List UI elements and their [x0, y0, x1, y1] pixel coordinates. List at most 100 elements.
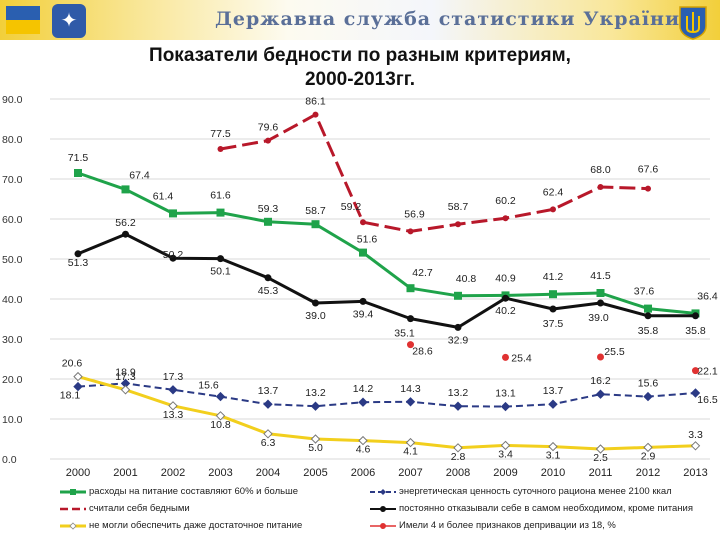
data-point-diamond	[263, 399, 273, 409]
poverty-line-chart: 0.0 10.0 20.0 30.0 40.0 50.0 60.0 70.0 80.0 90.0 2…	[2, 94, 718, 479]
data-label: 67.4	[129, 169, 150, 181]
data-point-diamond	[263, 429, 273, 439]
data-point-circle	[597, 299, 604, 307]
data-point-circle	[502, 353, 509, 361]
data-point-square	[169, 209, 177, 218]
data-point-square	[311, 220, 320, 229]
data-label: 68.0	[590, 164, 611, 176]
legend-item-self-poor: считали себя бедными	[60, 503, 190, 514]
data-label: 40.2	[495, 305, 516, 317]
trident-coat-of-arms-icon	[679, 6, 707, 40]
legend-label: не могли обеспечить даже достаточное пит…	[89, 520, 303, 531]
legend-item-deprivation: Имели 4 и более признаков депривации из …	[370, 520, 616, 531]
legend-label: расходы на питание составляют 60% и боль…	[89, 486, 299, 497]
data-point-square	[454, 291, 462, 300]
y-tick-label: 60.0	[2, 214, 23, 226]
data-label: 35.8	[685, 325, 706, 337]
data-point-diamond	[168, 385, 178, 395]
data-point-diamond	[595, 389, 606, 399]
x-tick-label: 2009	[493, 467, 517, 479]
data-point-square	[74, 169, 82, 177]
data-label: 17.3	[163, 371, 184, 383]
ukraine-flag-icon	[6, 6, 40, 34]
data-label: 62.4	[543, 186, 564, 198]
data-point-diamond	[548, 399, 558, 409]
x-tick-label: 2006	[351, 467, 375, 479]
y-tick-label: 90.0	[2, 94, 23, 106]
data-label: 16.2	[590, 375, 611, 387]
x-tick-label: 2013	[683, 467, 707, 479]
data-point-square	[359, 248, 367, 257]
data-label: 50.1	[210, 266, 231, 278]
y-tick-label: 70.0	[2, 174, 23, 186]
data-point-circle	[312, 299, 319, 307]
data-label: 5.0	[308, 442, 323, 454]
data-point-circle	[74, 250, 82, 258]
data-label: 17.3	[115, 371, 136, 383]
data-label: 2.5	[593, 452, 608, 464]
y-tick-label: 0.0	[2, 454, 17, 466]
data-label: 35.8	[638, 325, 659, 337]
data-point-square	[264, 217, 272, 226]
data-label: 14.3	[400, 383, 421, 395]
data-point-diamond	[310, 434, 321, 444]
data-label: 3.4	[498, 448, 513, 460]
data-label: 2.9	[641, 450, 656, 462]
data-point-circle	[645, 185, 651, 192]
data-label: 59.3	[258, 203, 279, 215]
data-point-circle	[692, 312, 699, 320]
data-label: 13.7	[543, 385, 564, 397]
data-label: 6.3	[261, 437, 276, 449]
data-label: 37.6	[634, 286, 655, 298]
data-point-circle	[549, 305, 557, 313]
data-point-circle	[217, 146, 224, 152]
data-label: 79.6	[258, 122, 279, 134]
legend-swatch-red-dashed-icon	[60, 507, 86, 510]
data-point-diamond	[73, 371, 83, 382]
legend-label: постоянно отказывали себе в самом необхо…	[399, 503, 694, 514]
data-point-circle	[455, 221, 461, 228]
data-point-circle	[597, 184, 604, 190]
x-tick-label: 2004	[256, 467, 280, 479]
x-tick-label: 2002	[161, 467, 185, 479]
legend-swatch-navy-dashed-icon	[370, 488, 396, 495]
data-point-circle	[502, 215, 509, 222]
data-point-square	[549, 290, 557, 299]
data-label: 58.7	[448, 201, 469, 213]
data-label: 22.1	[697, 366, 718, 378]
data-label: 35.1	[394, 328, 415, 340]
data-label: 51.3	[68, 257, 89, 269]
data-label: 77.5	[210, 128, 231, 140]
legend-swatch-yellow-icon	[60, 521, 86, 530]
data-label: 13.1	[495, 388, 516, 400]
legend-item-insufficient-food: не могли обеспечить даже достаточное пит…	[60, 520, 302, 531]
data-label: 3.3	[688, 429, 703, 441]
header-banner: ✦ Державна служба статистики України	[0, 0, 720, 40]
data-label: 20.6	[62, 358, 83, 370]
data-label: 37.5	[543, 318, 564, 330]
data-point-diamond	[120, 385, 131, 395]
data-label: 18.9	[115, 366, 136, 378]
data-label: 56.2	[115, 217, 136, 229]
data-label: 25.4	[511, 352, 532, 364]
series-line	[77, 171, 696, 315]
data-point-circle	[644, 312, 652, 320]
data-point-square	[644, 304, 652, 313]
data-label: 15.6	[198, 380, 219, 392]
data-label: 28.6	[412, 346, 433, 358]
data-point-circle	[360, 219, 366, 226]
data-label: 10.8	[210, 419, 231, 431]
data-label: 16.5	[697, 394, 718, 406]
data-label: 13.2	[448, 387, 469, 399]
data-label: 58.7	[305, 205, 326, 217]
data-label: 59.2	[341, 201, 362, 213]
data-point-square	[406, 284, 415, 293]
data-point-diamond	[358, 397, 368, 407]
data-label: 25.5	[604, 346, 625, 358]
chart-title-line1: Показатели бедности по разным критериям,	[149, 45, 571, 66]
data-label: 71.5	[68, 152, 89, 164]
data-label: 39.4	[353, 308, 374, 320]
legend-label: энергетическая ценность суточного рацион…	[399, 486, 672, 497]
legend-swatch-red-point-icon	[370, 522, 396, 529]
data-label: 41.5	[590, 270, 611, 282]
